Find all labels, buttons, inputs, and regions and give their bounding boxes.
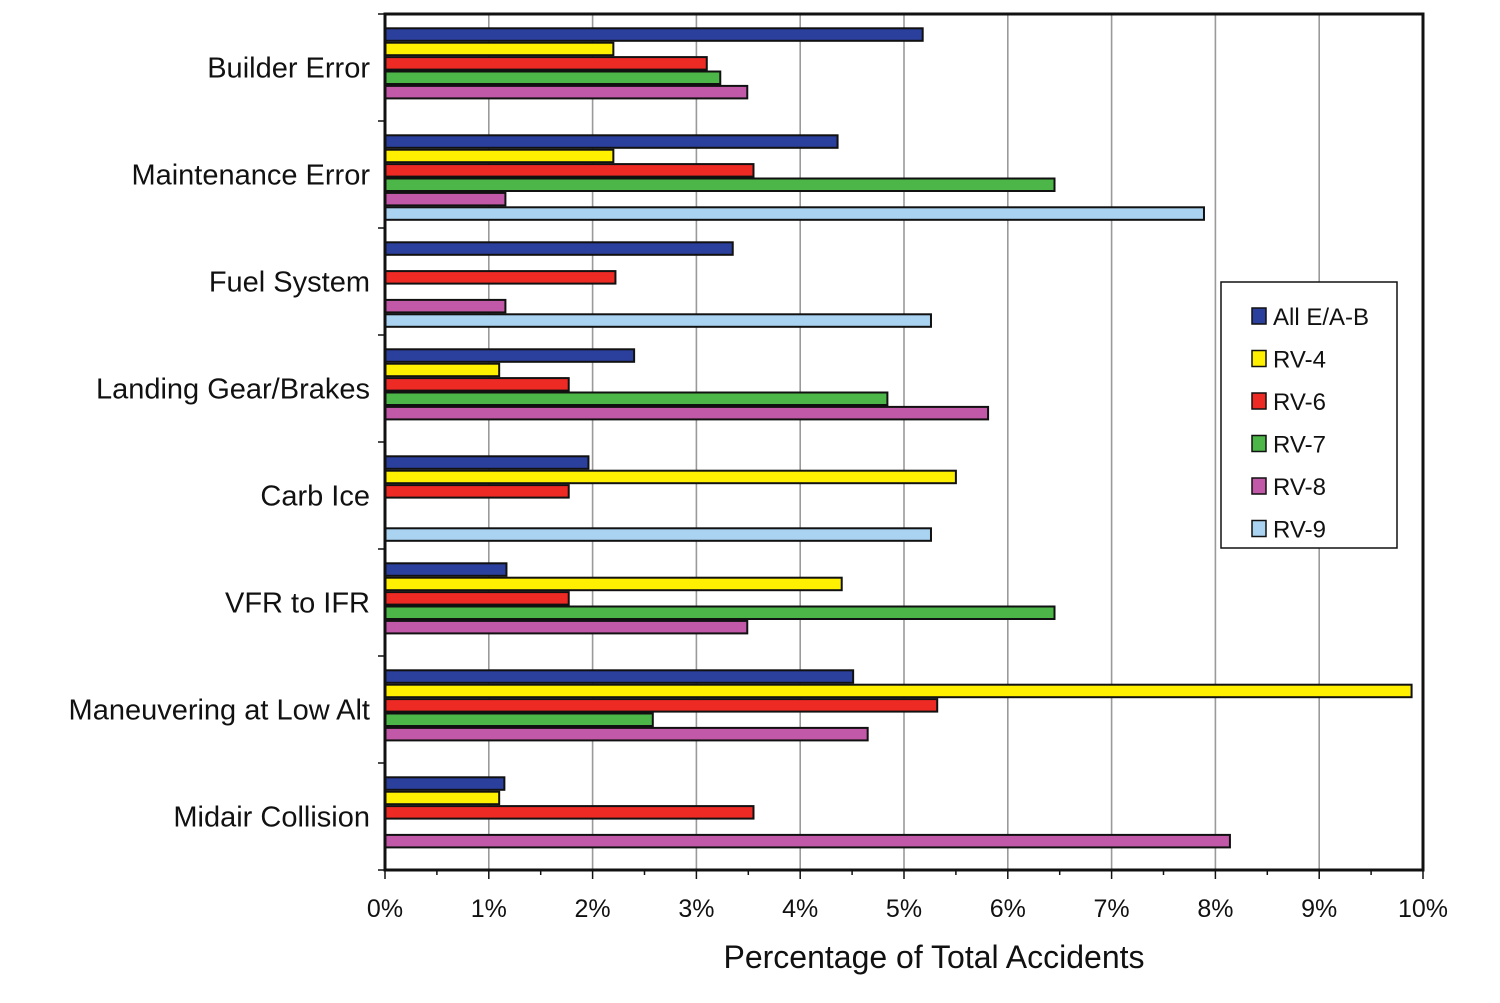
bar-5-2 [384, 591, 570, 606]
legend-label-1: RV-4 [1273, 347, 1326, 374]
legend-swatch-0 [1251, 307, 1267, 325]
bar-0-3 [384, 70, 722, 85]
bar-1-5 [384, 206, 1205, 221]
bar-1-2 [384, 163, 755, 178]
legend-label-0: All E/A-B [1273, 304, 1369, 331]
x-tick-label-6: 6% [990, 895, 1026, 923]
bar-5-1 [384, 576, 843, 592]
x-tick-label-9: 9% [1301, 895, 1337, 923]
bar-5-4 [384, 619, 749, 635]
category-labels: Builder Error Maintenance Error Fuel Syste… [69, 53, 371, 834]
bar-4-5 [384, 527, 932, 542]
category-label-0: Builder Error [207, 53, 370, 85]
bar-5-0 [384, 562, 508, 577]
bar-3-0 [384, 348, 636, 363]
x-tick-label-7: 7% [1094, 895, 1130, 923]
category-label-6: Maneuvering at Low Alt [69, 695, 370, 727]
legend-swatch-4 [1251, 477, 1267, 495]
bar-6-2 [384, 698, 939, 713]
x-tick-label-8: 8% [1197, 895, 1233, 923]
legend-swatch-5 [1251, 519, 1267, 538]
bar-6-0 [384, 669, 855, 684]
legend-label-2: RV-6 [1273, 389, 1326, 416]
x-tick-label-1: 1% [471, 895, 507, 923]
bar-0-1 [384, 41, 615, 57]
bar-5-3 [384, 605, 1056, 620]
legend-swatch-1 [1251, 349, 1267, 368]
bar-4-0 [384, 455, 590, 470]
x-tick-label-2: 2% [575, 895, 611, 923]
legend-swatch-2 [1251, 392, 1267, 410]
bar-6-1 [384, 683, 1413, 699]
legend-label-5: RV-9 [1273, 517, 1326, 544]
legend-label-3: RV-7 [1273, 432, 1326, 459]
bar-1-3 [384, 177, 1056, 192]
bar-2-2 [384, 270, 617, 285]
category-label-1: Maintenance Error [131, 160, 370, 192]
bar-2-0 [384, 241, 734, 256]
category-label-2: Fuel System [209, 267, 370, 299]
legend-label-4: RV-8 [1273, 474, 1326, 501]
bar-7-4 [384, 833, 1231, 849]
bar-1-0 [384, 134, 839, 149]
bar-3-4 [384, 405, 990, 421]
bar-0-2 [384, 56, 708, 71]
bar-4-1 [384, 469, 957, 485]
category-label-3: Landing Gear/Brakes [96, 374, 370, 406]
x-tick-label-5: 5% [886, 895, 922, 923]
bar-1-1 [384, 148, 615, 164]
bar-2-4 [384, 298, 507, 314]
bar-7-2 [384, 805, 755, 820]
bar-2-5 [384, 313, 932, 328]
legend-swatch-3 [1251, 434, 1267, 453]
bar-6-3 [384, 712, 654, 727]
x-tick-label-0: 0% [367, 895, 403, 923]
legend: All E/A-B RV-4 RV-6 RV-7 RV-8 RV-9 [1220, 281, 1398, 549]
bar-6-4 [384, 726, 869, 742]
x-tick-label-3: 3% [678, 895, 714, 923]
x-axis-title: Percentage of Total Accidents [723, 939, 1144, 975]
bar-3-1 [384, 362, 501, 378]
bar-7-0 [384, 776, 506, 791]
category-label-7: Midair Collision [173, 802, 370, 834]
legend-box [1220, 281, 1398, 549]
x-tick-label-4: 4% [782, 895, 818, 923]
category-label-4: Carb Ice [260, 481, 370, 513]
x-tick-label-10: 10% [1398, 895, 1448, 923]
bar-1-4 [384, 191, 507, 207]
bar-4-2 [384, 484, 570, 499]
bar-3-2 [384, 377, 570, 392]
bar-7-1 [384, 790, 501, 806]
bar-0-4 [384, 84, 749, 100]
bar-3-3 [384, 391, 889, 406]
axis-ticks [378, 13, 1424, 879]
x-tick-labels: 0% 1% 2% 3% 4% 5% 6% 7% 8% 9% 10% [367, 895, 1448, 923]
category-label-5: VFR to IFR [225, 588, 370, 620]
bar-0-0 [384, 27, 924, 42]
